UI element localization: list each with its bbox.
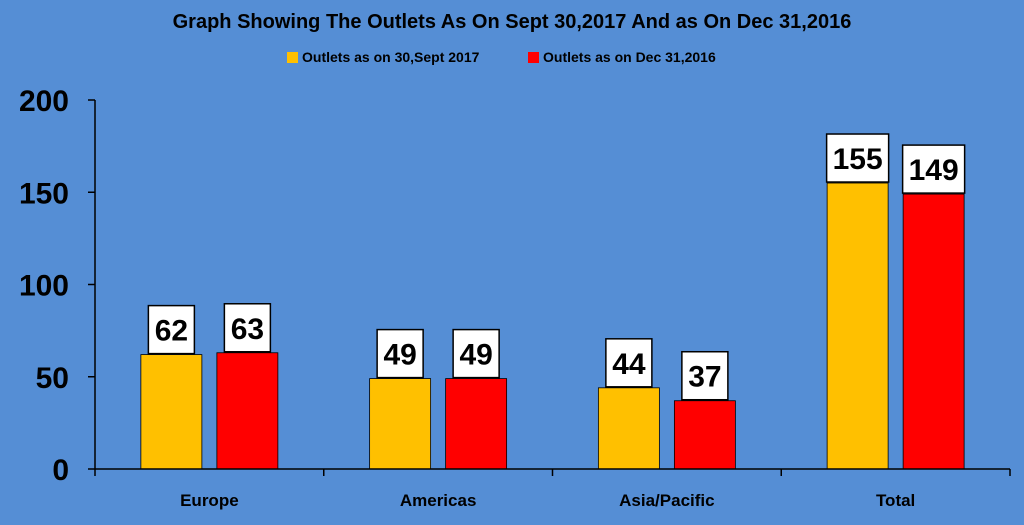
data-label-box: [825, 133, 890, 183]
x-tick-label: Americas: [400, 491, 477, 510]
y-tick-label: 100: [19, 270, 69, 303]
y-tick-label: 150: [19, 177, 69, 210]
legend-swatch-2017: [287, 52, 298, 63]
data-label-box: [223, 303, 272, 353]
legend-label-2016: Outlets as on Dec 31,2016: [543, 49, 716, 65]
data-label-box: [147, 304, 196, 355]
bar: [673, 400, 736, 470]
bar: [597, 387, 660, 470]
data-label: 62: [155, 315, 188, 348]
data-label: 49: [383, 339, 416, 372]
data-label-box: [376, 328, 424, 379]
legend: Outlets as on 30,Sept 2017 Outlets as on…: [287, 49, 716, 65]
bars: 62 63 49 49 44 37 155 149: [140, 133, 966, 470]
bar: [369, 378, 432, 470]
data-label: 37: [688, 361, 721, 394]
bar: [445, 378, 508, 470]
data-label-box: [681, 350, 729, 401]
x-tick-label: Total: [876, 491, 915, 510]
y-tick-label: 200: [19, 85, 69, 118]
bar: [902, 193, 965, 470]
x-tick-label: Asia/Pacific: [619, 491, 714, 510]
chart-title: Graph Showing The Outlets As On Sept 30,…: [173, 11, 852, 33]
legend-label-2017: Outlets as on 30,Sept 2017: [302, 49, 480, 65]
data-label: 49: [459, 339, 492, 372]
x-axis: Europe Americas Asia/Pacific Total: [94, 468, 1011, 510]
y-tick-label: 0: [52, 454, 69, 487]
data-label-box: [901, 144, 966, 194]
data-label: 63: [231, 313, 264, 346]
legend-swatch-2016: [528, 52, 539, 63]
data-label: 149: [909, 154, 959, 187]
bar: [216, 352, 279, 470]
data-label-box: [605, 338, 653, 388]
y-axis: 0 50 100 150 200: [19, 85, 96, 487]
data-label-box: [452, 328, 500, 379]
data-label: 155: [833, 143, 883, 176]
data-label: 44: [612, 348, 646, 381]
bar: [826, 182, 889, 470]
bar: [140, 354, 203, 470]
y-tick-label: 50: [36, 362, 69, 395]
x-tick-label: Europe: [180, 491, 239, 510]
